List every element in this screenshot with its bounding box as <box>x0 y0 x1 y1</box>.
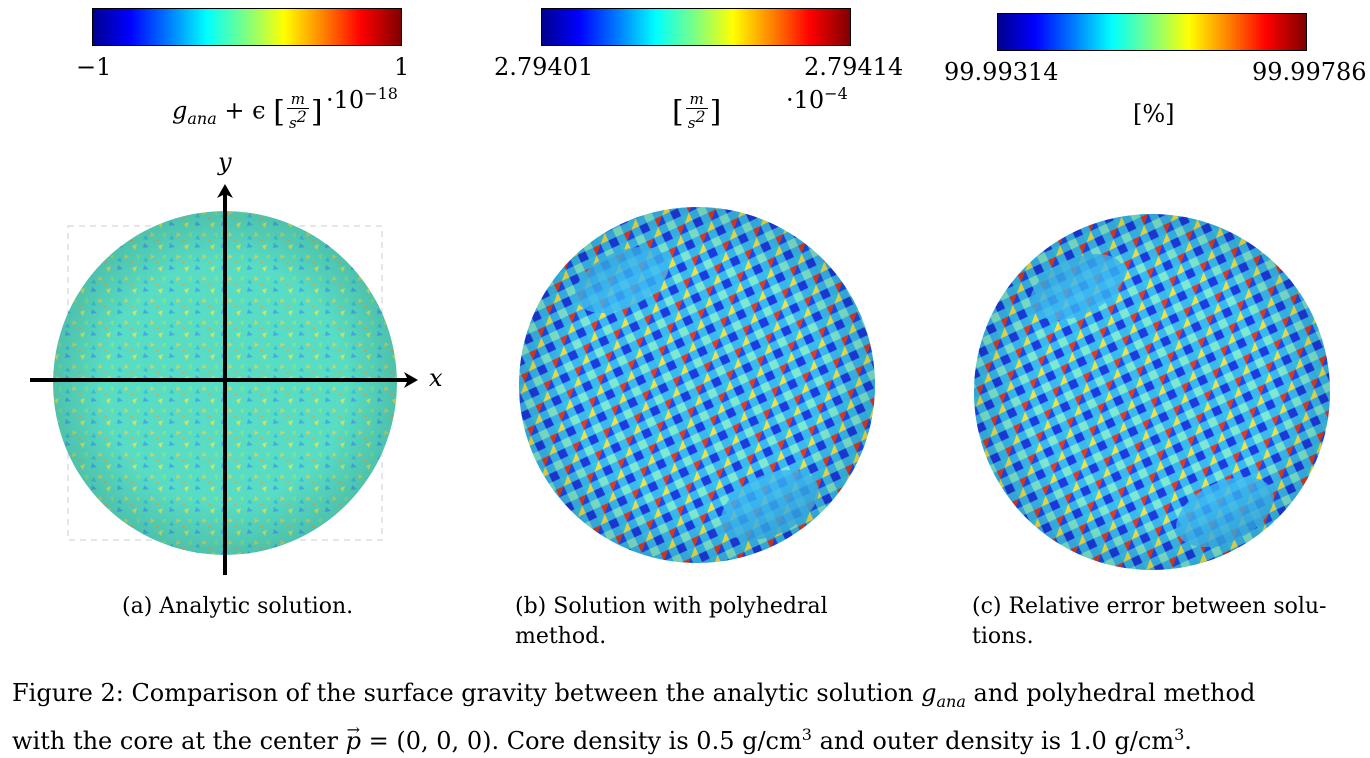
sphere-b <box>519 207 875 563</box>
colorbar-b-max-label: 2.79414 <box>804 53 904 81</box>
subcaption-c: (c) Relative error between solu-tions. <box>972 594 1327 649</box>
colorbar-c <box>997 13 1307 51</box>
colorbar-c-min-label: 99.99314 <box>944 58 1059 86</box>
colorbar-b-scale: ·10−4 <box>786 84 848 114</box>
figure-caption: Figure 2: Comparison of the surface grav… <box>12 679 1256 755</box>
subcaption-b: (b) Solution with polyhedral method. <box>515 594 828 649</box>
x-axis-arrow <box>404 372 418 388</box>
x-axis-label: x <box>429 364 443 392</box>
y-axis-arrow <box>217 184 233 198</box>
colorbar-b-min-label: 2.79401 <box>494 53 594 81</box>
y-axis-label: y <box>218 148 232 176</box>
colorbar-b <box>541 8 851 46</box>
colorbar-c-unit: [%] <box>1133 100 1175 128</box>
sphere-c <box>974 214 1330 570</box>
colorbar-b-unit: [m s2] <box>672 90 722 132</box>
colorbar-a-unit: gana + ϵ [m s2] <box>172 90 323 132</box>
subcaption-a: (a) Analytic solution. <box>122 594 354 619</box>
colorbar-a-max-label: 1 <box>394 53 410 81</box>
colorbar-c-max-label: 99.99786 <box>1252 58 1367 86</box>
colorbar-a-scale: ·10−18 <box>326 84 398 114</box>
colorbar-a-min-label: −1 <box>76 53 112 81</box>
colorbar-a <box>92 8 402 46</box>
